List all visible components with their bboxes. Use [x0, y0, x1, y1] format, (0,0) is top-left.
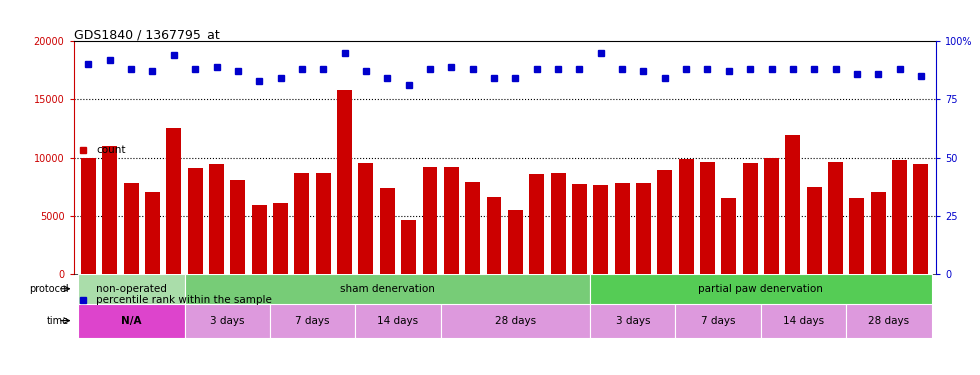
- Bar: [356, 304, 441, 338]
- Bar: [77, 304, 184, 338]
- Bar: [252, 205, 267, 274]
- Bar: [184, 274, 590, 304]
- Text: 3 days: 3 days: [615, 316, 650, 326]
- Bar: [679, 159, 694, 274]
- Bar: [508, 210, 523, 274]
- Bar: [188, 168, 203, 274]
- Text: count: count: [96, 145, 125, 155]
- Text: partial paw denervation: partial paw denervation: [699, 284, 823, 294]
- Bar: [572, 184, 587, 274]
- Bar: [401, 220, 416, 274]
- Text: protocol: protocol: [29, 284, 69, 294]
- Bar: [614, 183, 629, 274]
- Bar: [721, 198, 736, 274]
- Bar: [636, 183, 651, 274]
- Bar: [764, 158, 779, 274]
- Bar: [167, 128, 181, 274]
- Bar: [675, 304, 760, 338]
- Text: 14 days: 14 days: [783, 316, 824, 326]
- Bar: [444, 167, 459, 274]
- Bar: [230, 180, 245, 274]
- Bar: [743, 164, 758, 274]
- Bar: [102, 146, 118, 274]
- Bar: [850, 198, 864, 274]
- Bar: [590, 304, 675, 338]
- Text: 7 days: 7 days: [701, 316, 735, 326]
- Bar: [81, 158, 96, 274]
- Text: N/A: N/A: [121, 316, 141, 326]
- Bar: [892, 160, 907, 274]
- Bar: [590, 274, 932, 304]
- Bar: [441, 304, 590, 338]
- Bar: [123, 183, 138, 274]
- Bar: [77, 274, 184, 304]
- Text: non-operated: non-operated: [96, 284, 167, 294]
- Text: 7 days: 7 days: [295, 316, 330, 326]
- Bar: [145, 192, 160, 274]
- Text: sham denervation: sham denervation: [340, 284, 435, 294]
- Text: 28 days: 28 days: [495, 316, 536, 326]
- Bar: [273, 203, 288, 274]
- Bar: [871, 192, 886, 274]
- Bar: [270, 304, 356, 338]
- Bar: [700, 162, 715, 274]
- Text: GDS1840 / 1367795_at: GDS1840 / 1367795_at: [74, 28, 220, 41]
- Bar: [785, 135, 801, 274]
- Bar: [380, 188, 395, 274]
- Bar: [359, 164, 373, 274]
- Bar: [807, 187, 821, 274]
- Bar: [316, 172, 330, 274]
- Text: 3 days: 3 days: [210, 316, 244, 326]
- Text: time: time: [46, 316, 69, 326]
- Text: 28 days: 28 days: [868, 316, 909, 326]
- Bar: [593, 185, 609, 274]
- Text: 14 days: 14 days: [377, 316, 418, 326]
- Bar: [466, 182, 480, 274]
- Bar: [529, 174, 544, 274]
- Bar: [551, 172, 565, 274]
- Bar: [422, 167, 437, 274]
- Bar: [847, 304, 932, 338]
- Bar: [828, 162, 843, 274]
- Bar: [209, 165, 224, 274]
- Bar: [760, 304, 847, 338]
- Bar: [337, 90, 352, 274]
- Bar: [486, 197, 502, 274]
- Bar: [913, 165, 928, 274]
- Bar: [184, 304, 270, 338]
- Bar: [294, 172, 310, 274]
- Bar: [658, 170, 672, 274]
- Text: percentile rank within the sample: percentile rank within the sample: [96, 295, 271, 305]
